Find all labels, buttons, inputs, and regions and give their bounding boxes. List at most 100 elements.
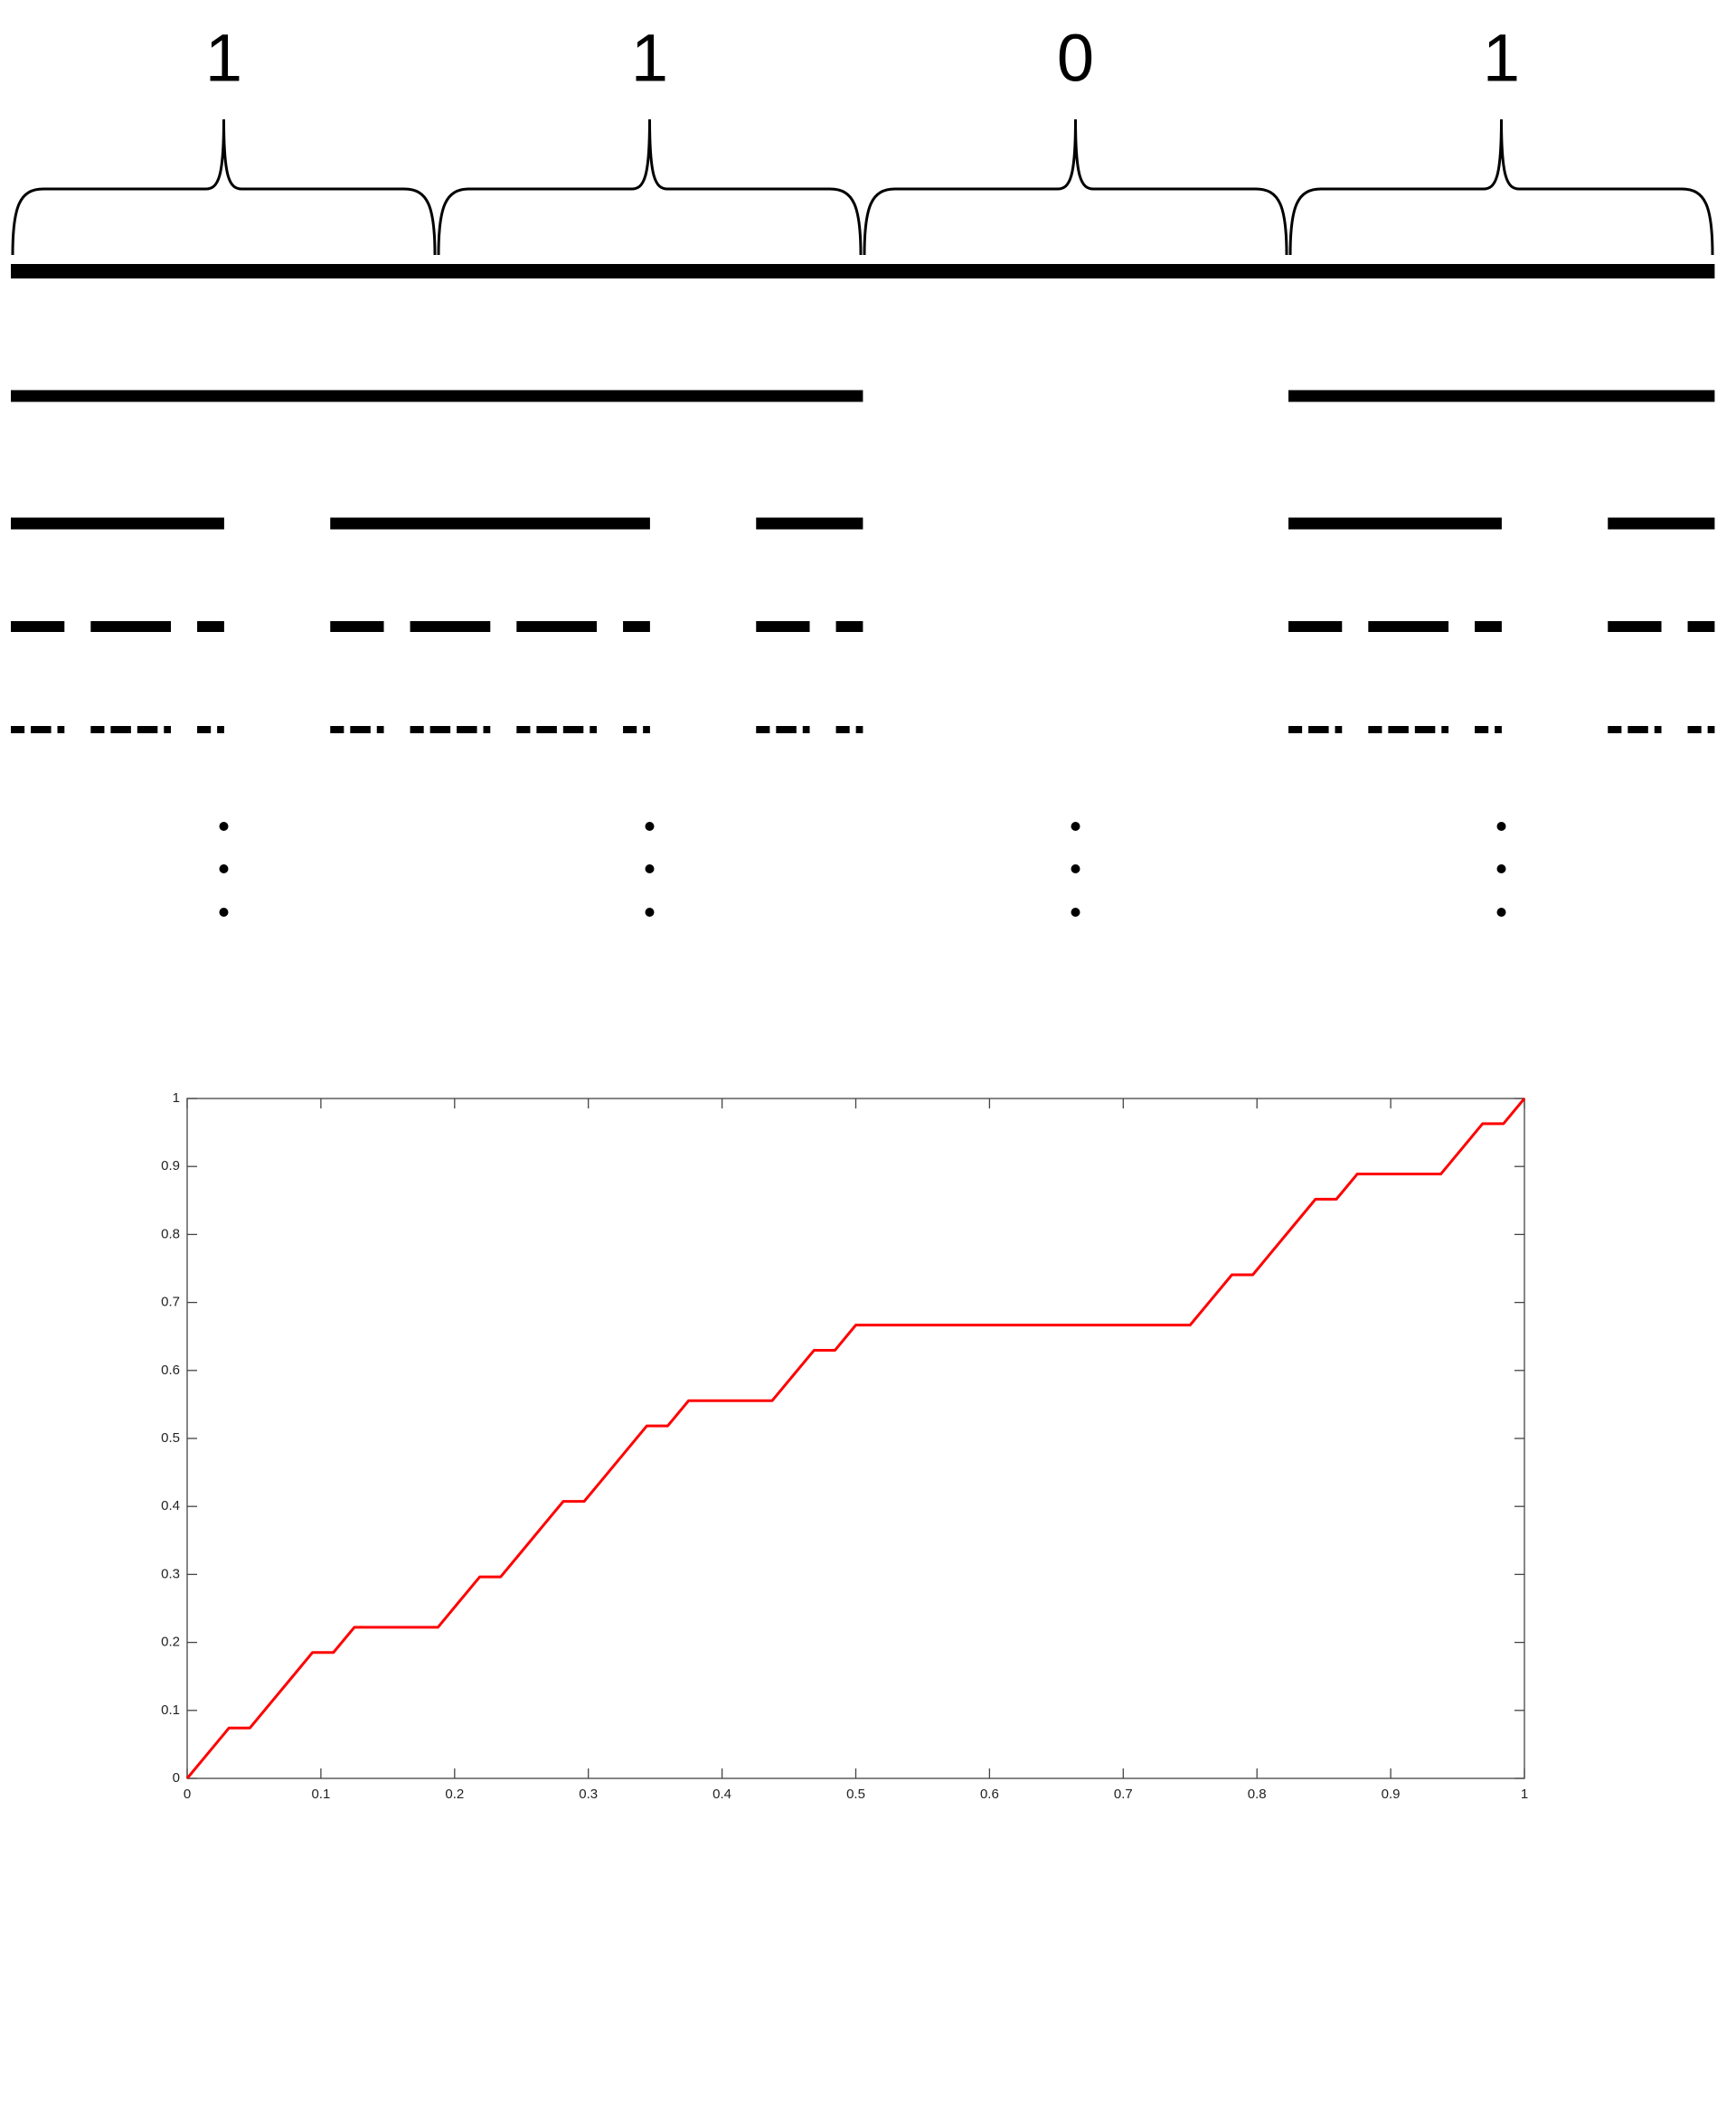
ellipsis-dot: [645, 822, 655, 831]
cantor-segment: [1388, 726, 1396, 733]
cantor-segment: [197, 726, 204, 733]
cantor-segment: [1608, 517, 1715, 530]
cantor-segment: [437, 390, 863, 402]
ellipsis-dot: [645, 864, 655, 873]
cantor-segment: [1288, 517, 1396, 530]
cantor-segment: [1394, 621, 1422, 632]
cantor-segment: [1321, 726, 1329, 733]
x-tick-label: 0.2: [445, 1787, 464, 1802]
y-tick-label: 0.8: [161, 1226, 180, 1241]
cantor-segment: [11, 621, 38, 632]
cantor-segment: [117, 726, 125, 733]
cantor-segment: [330, 517, 438, 530]
cantor-segment: [376, 726, 384, 733]
cantor-segment: [776, 726, 784, 733]
cantor-segment: [429, 726, 438, 733]
cantor-segment: [590, 726, 598, 733]
cantor-segment: [542, 621, 571, 632]
ellipsis-dot: [645, 908, 655, 917]
cantor-segment: [835, 621, 863, 632]
staircase-line: [185, 1098, 1526, 1779]
cantor-segment: [523, 726, 531, 733]
cantor-segment: [536, 726, 544, 733]
cantor-segment: [356, 621, 384, 632]
ellipsis-dot: [1071, 822, 1080, 831]
cantor-segment: [1394, 726, 1402, 733]
x-tick-label: 0.1: [311, 1787, 330, 1802]
cantor-segment: [542, 517, 650, 530]
x-tick-label: 0.6: [980, 1787, 999, 1802]
cantor-segment: [756, 726, 764, 733]
digit-label: 1: [1483, 21, 1520, 96]
cantor-segment: [1694, 726, 1702, 733]
cantor-segment: [1634, 621, 1662, 632]
ellipsis-dot: [1071, 864, 1080, 873]
cantor-segment: [144, 621, 172, 632]
cantor-segment: [623, 621, 650, 632]
y-tick-label: 0.9: [161, 1158, 180, 1174]
cantor-segment: [762, 726, 770, 733]
cantor-segment: [350, 726, 358, 733]
cantor-segment: [37, 621, 65, 632]
cantor-segment: [217, 726, 224, 733]
cantor-segment: [463, 726, 471, 733]
cantor-segment: [570, 621, 598, 632]
cantor-segment: [1475, 621, 1502, 632]
x-tick-label: 0.9: [1382, 1787, 1401, 1802]
cantor-segment: [437, 621, 464, 632]
ellipsis-dot: [219, 864, 229, 873]
cantor-segment: [1368, 726, 1376, 733]
cantor-segment: [1295, 726, 1303, 733]
cantor-segment: [1288, 726, 1296, 733]
cantor-segment: [1315, 621, 1343, 632]
cantor-segment: [1368, 621, 1396, 632]
x-tick-label: 0.8: [1248, 1787, 1267, 1802]
cantor-segment: [43, 726, 52, 733]
cantor-segment: [356, 726, 364, 733]
y-tick-label: 0.1: [161, 1702, 180, 1718]
cantor-segment: [1374, 726, 1382, 733]
cantor-segment: [164, 726, 172, 733]
cantor-segment: [1687, 726, 1695, 733]
cantor-segment: [1288, 621, 1316, 632]
cantor-segment: [90, 621, 118, 632]
cantor-segment: [483, 726, 491, 733]
cantor-segment: [1687, 621, 1715, 632]
digit-label: 1: [631, 21, 668, 96]
cantor-segment: [437, 726, 444, 733]
cantor-segment: [835, 726, 844, 733]
cantor-segment: [443, 726, 451, 733]
cantor-segment: [570, 726, 577, 733]
ellipsis-dot: [219, 908, 229, 917]
cantor-segment: [1421, 621, 1449, 632]
digit-label: 1: [205, 21, 242, 96]
cantor-segment: [117, 517, 224, 530]
cantor-diagram: 1 1 0 1: [11, 21, 1715, 917]
plot-area: [186, 1098, 1525, 1779]
y-tick-label: 0.6: [161, 1362, 180, 1378]
brace: [437, 118, 863, 256]
cantor-segment: [516, 726, 524, 733]
ellipsis-dot: [1496, 822, 1506, 831]
cantor-segment: [410, 621, 438, 632]
cantor-segment: [576, 726, 584, 733]
y-tick-label: 0.7: [161, 1295, 180, 1310]
brace: [1288, 118, 1714, 256]
cantor-segment: [1608, 621, 1636, 632]
cantor-segment: [110, 726, 118, 733]
cantor-segment: [437, 517, 544, 530]
brace: [11, 118, 437, 256]
cantor-segment: [1421, 726, 1429, 733]
cantor-segment: [756, 621, 784, 632]
cantor-segment: [57, 726, 65, 733]
cantor-segment: [842, 726, 850, 733]
cantor-segment: [516, 621, 544, 632]
cantor-segment: [410, 726, 418, 733]
cantor-segment: [623, 726, 630, 733]
cantor-segment: [363, 726, 371, 733]
x-tick-label: 0.5: [846, 1787, 865, 1802]
cantor-segment: [1654, 726, 1662, 733]
cantor-segment: [11, 726, 18, 733]
y-tick-label: 1: [173, 1090, 180, 1106]
